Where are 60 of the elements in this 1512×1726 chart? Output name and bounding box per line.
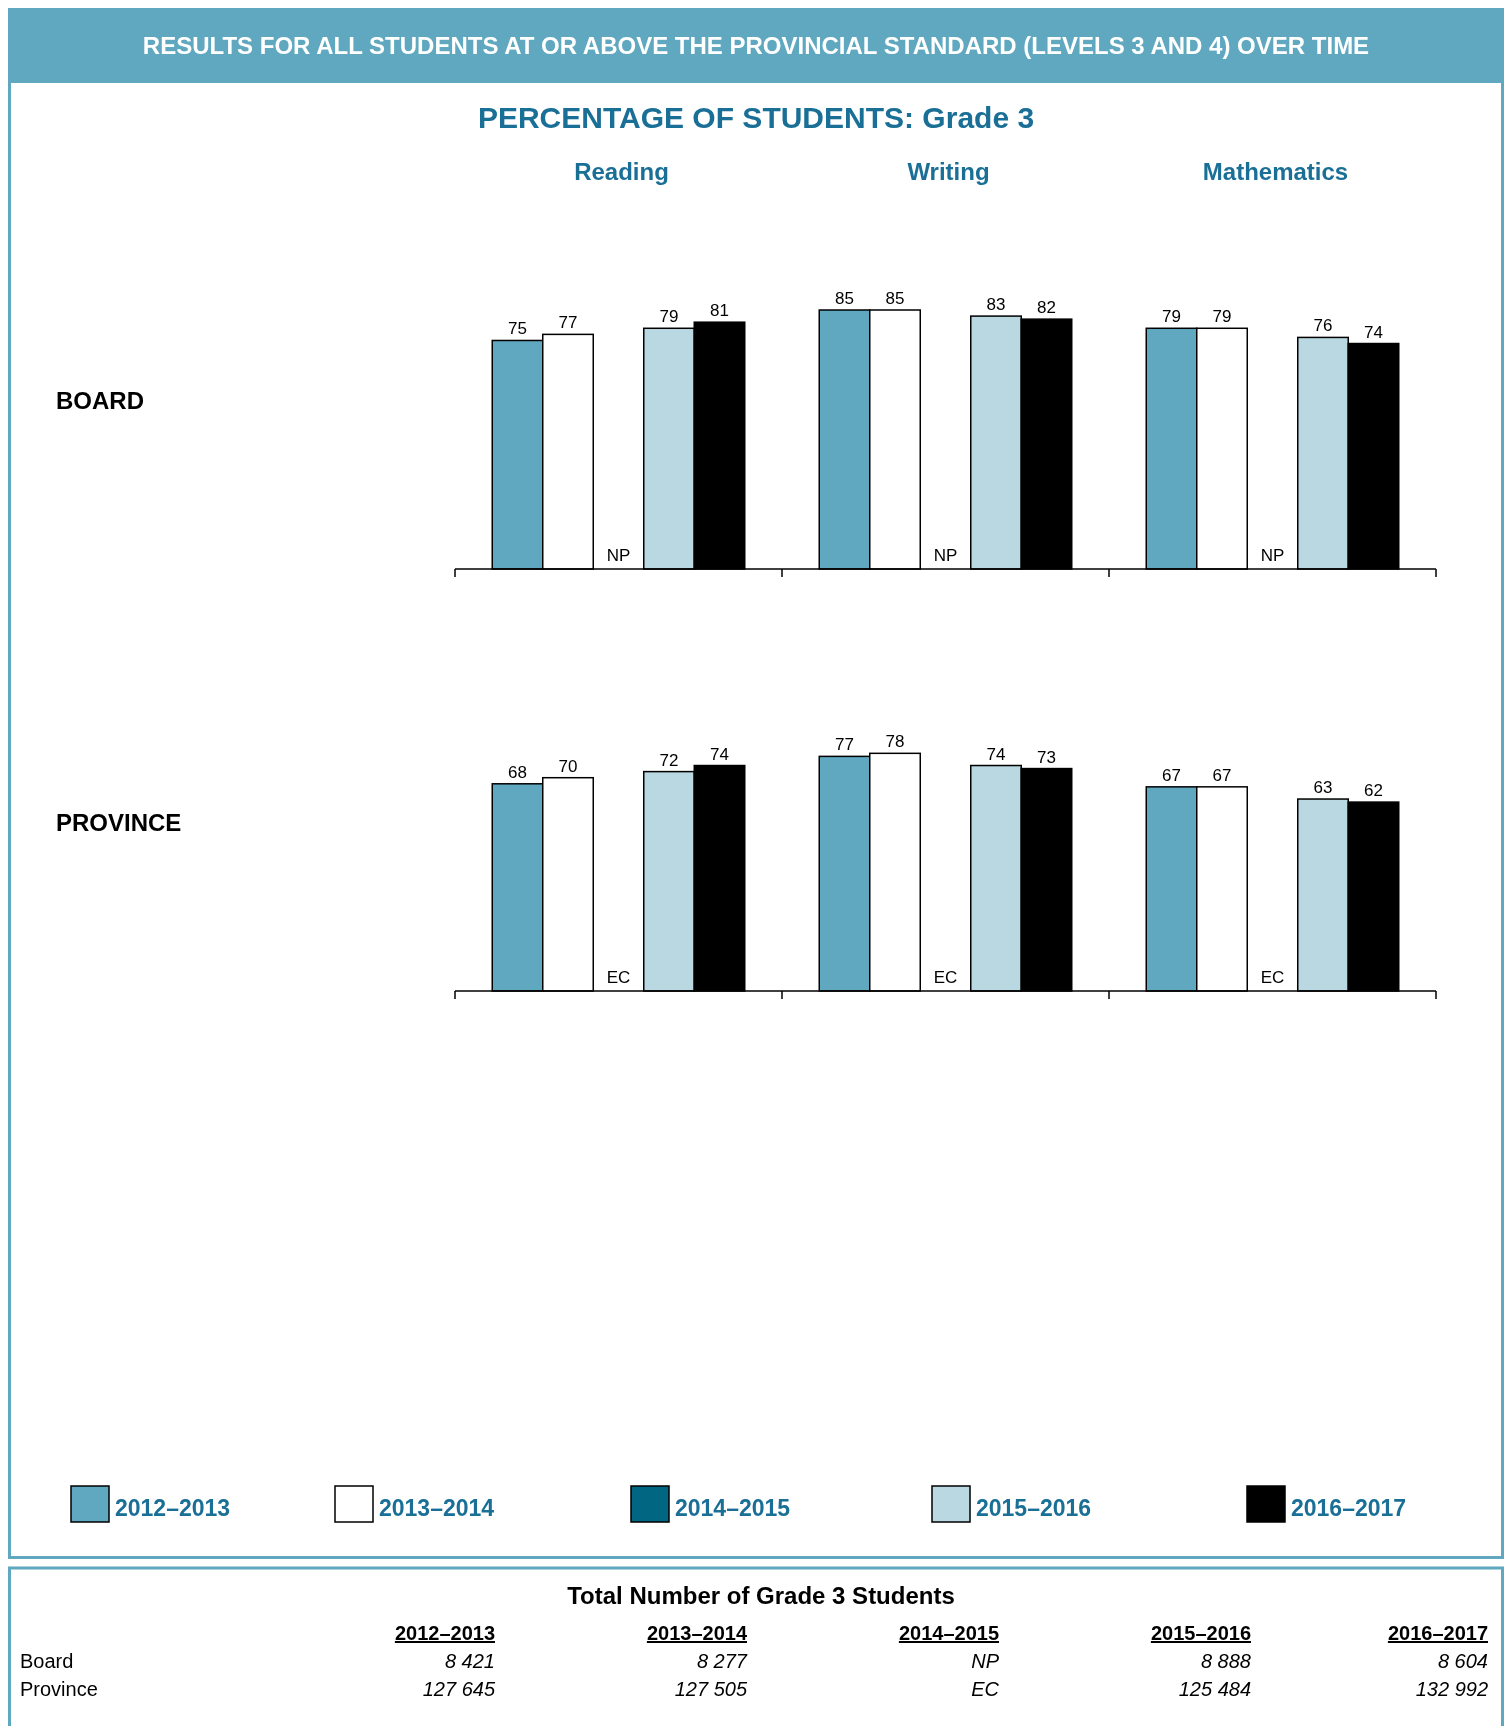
data-label: 79 <box>1212 307 1232 327</box>
data-label: 76 <box>1313 316 1333 336</box>
category-label: 2016–2017 <box>1387 1622 1488 1644</box>
text: 132 992 <box>1415 1678 1488 1700</box>
legend-label: 2016–2017 <box>1291 1495 1407 1521</box>
data-label: 63 <box>1313 778 1333 798</box>
x-tick-label: Mathematics <box>1202 158 1349 185</box>
data-label: 77 <box>558 313 578 333</box>
legend-label: 2014–2015 <box>675 1495 791 1521</box>
category-label: 2012–2013 <box>394 1622 495 1644</box>
text: 8 421 <box>444 1650 495 1672</box>
category-label: 2014–2015 <box>898 1622 999 1644</box>
text: NP <box>606 546 631 565</box>
data-label: 70 <box>558 756 578 776</box>
x-tick-label: Reading <box>574 158 669 185</box>
text: EC <box>606 968 631 987</box>
data-label: 77 <box>835 735 854 755</box>
text: EC <box>971 1678 999 1700</box>
data-label: 79 <box>1162 307 1181 327</box>
data-label: 82 <box>1037 298 1056 318</box>
text: NP <box>1260 546 1285 565</box>
data-label: 83 <box>986 295 1006 315</box>
category-label: Board <box>20 1650 74 1672</box>
text: NP <box>971 1650 999 1672</box>
chart-title: RESULTS FOR ALL STUDENTS AT OR ABOVE THE PROVINCIAL STANDARD (LEVELS 3 AND 4) OVER TIME <box>142 32 1370 59</box>
data-label: 68 <box>508 762 527 782</box>
category-label: Province <box>20 1678 98 1700</box>
text: 8 277 <box>696 1650 747 1672</box>
text: 8 604 <box>1437 1650 1488 1672</box>
data-label: 75 <box>508 319 527 339</box>
data-label: 74 <box>710 744 729 764</box>
text: 125 484 <box>1178 1678 1251 1700</box>
category-label: 2015–2016 <box>1150 1622 1251 1644</box>
text: EC <box>1260 968 1285 987</box>
text: Total Number of Grade 3 Students <box>567 1582 955 1609</box>
data-label: 73 <box>1037 747 1056 767</box>
data-label: 72 <box>659 750 679 770</box>
data-label: 67 <box>1212 765 1232 785</box>
legend-label: 2015–2016 <box>976 1495 1092 1521</box>
text: NP <box>933 546 958 565</box>
data-label: 78 <box>885 732 905 752</box>
data-label: 79 <box>659 307 679 327</box>
data-label: 85 <box>835 289 854 308</box>
data-label: 67 <box>1162 765 1181 785</box>
data-label: 81 <box>710 301 729 321</box>
legend-label: 2012–2013 <box>115 1495 231 1521</box>
data-label: 62 <box>1364 781 1383 801</box>
category-label: 2013–2014 <box>646 1622 748 1644</box>
data-label: 74 <box>986 744 1006 764</box>
legend-label: 2013–2014 <box>379 1495 495 1521</box>
chart-subtitle: PERCENTAGE OF STUDENTS: Grade 3 <box>477 101 1035 134</box>
text: EC <box>933 968 958 987</box>
text: 127 505 <box>674 1678 747 1700</box>
text: 8 888 <box>1200 1650 1251 1672</box>
data-label: 85 <box>885 289 905 308</box>
data-label: 74 <box>1364 322 1383 342</box>
y-axis-title: BOARD <box>56 387 144 414</box>
x-tick-label: Writing <box>907 158 990 185</box>
y-axis-title: PROVINCE <box>56 809 182 836</box>
text: 127 645 <box>422 1678 495 1700</box>
